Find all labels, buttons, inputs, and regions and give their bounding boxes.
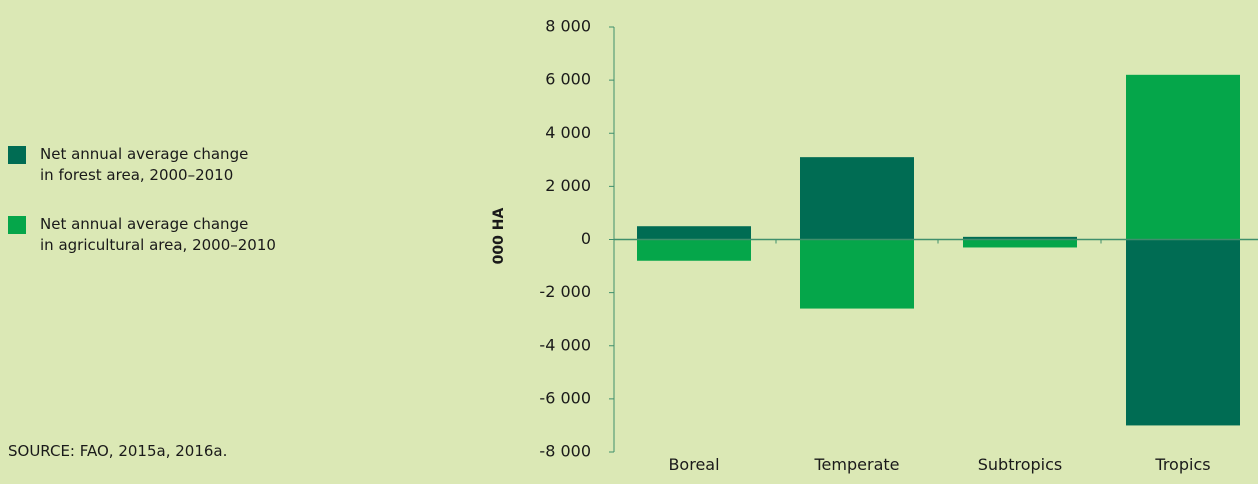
- y-tick-label: 4 000: [545, 123, 591, 142]
- x-tick-label: Subtropics: [978, 455, 1062, 474]
- bar-forest-boreal: [637, 226, 751, 240]
- legend-item-agriculture: Net annual average change in agricultura…: [8, 214, 360, 256]
- bars-group: [637, 74, 1240, 426]
- y-axis-label: 000 HA: [491, 208, 507, 265]
- bar-agriculture-temperate: [800, 239, 914, 309]
- legend: Net annual average change in forest area…: [8, 144, 360, 284]
- bar-agriculture-boreal: [637, 239, 751, 261]
- y-tick-label: -6 000: [539, 388, 591, 407]
- x-tick-label: Temperate: [814, 455, 900, 474]
- legend-label-agriculture: Net annual average change in agricultura…: [40, 215, 276, 254]
- bar-forest-tropics: [1126, 239, 1240, 426]
- bar-forest-subtropics: [963, 236, 1077, 240]
- bar-agriculture-subtropics: [963, 239, 1077, 248]
- legend-swatch-agriculture: [8, 216, 26, 234]
- y-tick-label: -8 000: [539, 442, 591, 461]
- y-axis: 8 000 6 000 4 000 2 000 0 -2 000 -4 000 -6 000 -…: [539, 17, 615, 461]
- bar-forest-temperate: [800, 157, 914, 240]
- y-tick-label: 8 000: [545, 17, 591, 36]
- x-tick-label: Boreal: [668, 455, 719, 474]
- legend-swatch-forest: [8, 146, 26, 164]
- y-tick-label: 6 000: [545, 70, 591, 89]
- x-axis-labels: Boreal Temperate Subtropics Tropics: [668, 455, 1210, 474]
- legend-item-forest: Net annual average change in forest area…: [8, 144, 360, 186]
- y-tick-label: 2 000: [545, 176, 591, 195]
- x-axis-ticks: [775, 239, 1102, 244]
- x-tick-label: Tropics: [1154, 455, 1210, 474]
- y-tick-label: 0: [581, 229, 591, 248]
- y-tick-label: -2 000: [539, 282, 591, 301]
- source-note: SOURCE: FAO, 2015a, 2016a.: [8, 442, 228, 460]
- y-tick-label: -4 000: [539, 335, 591, 354]
- legend-label-forest: Net annual average change in forest area…: [40, 145, 249, 184]
- bar-agriculture-tropics: [1126, 74, 1240, 240]
